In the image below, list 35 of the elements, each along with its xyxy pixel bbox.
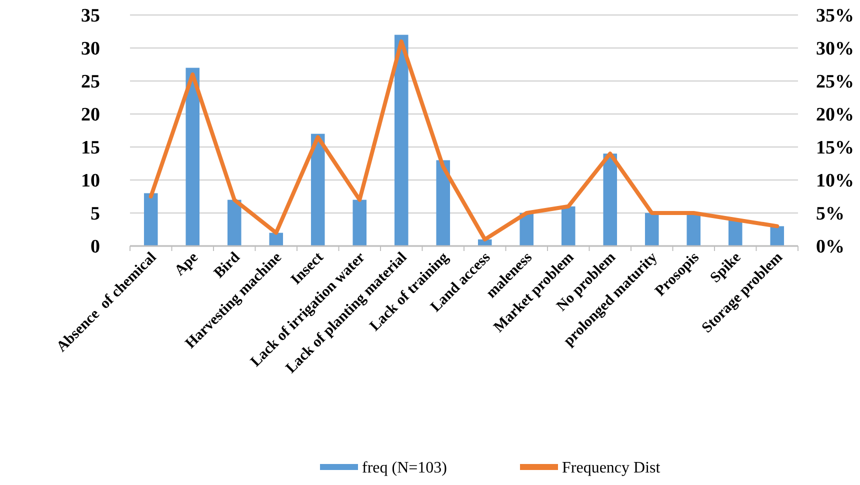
y-tick-label: 5 [90, 204, 100, 225]
bar [227, 200, 242, 246]
y2-tick-label: 25% [816, 72, 854, 93]
y2-tick-label: 0% [816, 236, 844, 258]
y-tick-label: 20 [81, 104, 100, 126]
line-series [148, 39, 780, 242]
bar [686, 213, 701, 246]
bar [144, 193, 158, 246]
x-tick-label: Ape [172, 249, 202, 280]
y-tick-label: 30 [81, 38, 100, 60]
y-tick-label: 25 [81, 72, 100, 93]
bar [603, 154, 618, 246]
y2-tick-label: 5% [816, 204, 844, 225]
bar [644, 213, 659, 246]
bar [561, 206, 576, 246]
y-tick-label: 0 [90, 236, 100, 258]
bar [520, 213, 534, 246]
y2-tick-label: 15% [816, 138, 854, 159]
y2-tick-label: 10% [816, 170, 854, 192]
legend-label: Frequency Dist [562, 460, 661, 477]
y2-tick-label: 35% [816, 6, 854, 27]
bar [269, 232, 284, 246]
y-tick-label: 35 [81, 6, 100, 27]
bar [310, 134, 325, 246]
bar [436, 160, 450, 246]
bar [352, 200, 367, 246]
y2-tick-label: 30% [816, 38, 854, 60]
bar [770, 226, 784, 246]
y-tick-label: 15 [81, 138, 100, 159]
y-tick-label: 10 [81, 170, 100, 192]
y2-tick-label: 20% [816, 104, 854, 126]
legend-label: freq (N=103) [362, 460, 447, 477]
bar [394, 34, 408, 246]
bar [186, 68, 200, 246]
bar [728, 220, 742, 246]
